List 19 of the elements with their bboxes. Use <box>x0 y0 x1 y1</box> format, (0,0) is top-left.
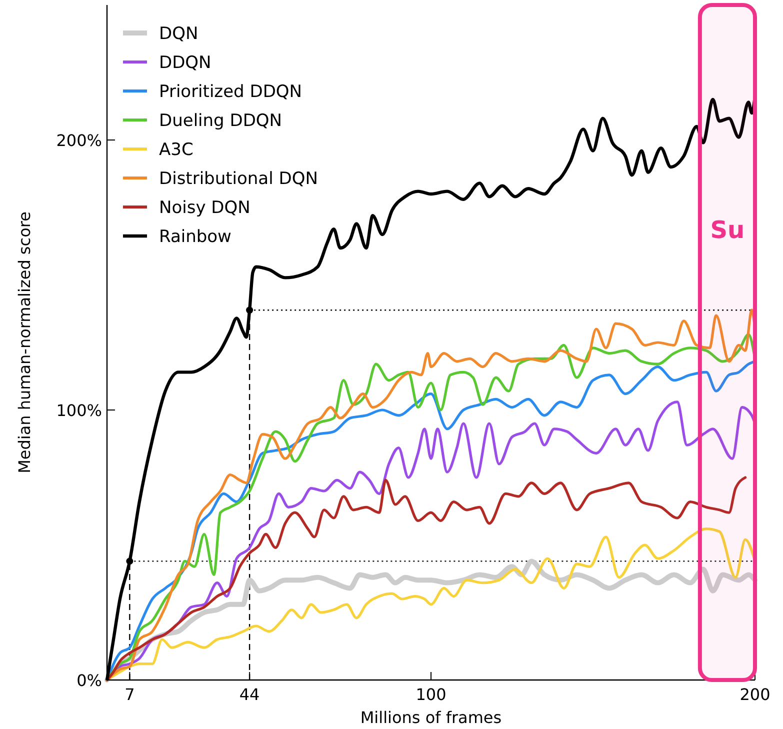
x-tick-label: 100 <box>416 685 446 704</box>
band-label: Su <box>710 216 745 244</box>
x-tick-label: 44 <box>239 685 260 704</box>
y-tick-label: 0% <box>76 671 102 690</box>
legend-label: A3C <box>159 140 194 160</box>
legend-label: Noisy DQN <box>159 198 250 218</box>
y-tick-label: 200% <box>56 131 102 150</box>
x-axis-title: Millions of frames <box>360 708 502 727</box>
legend-label: DDQN <box>159 53 212 73</box>
x-tick-label: 7 <box>124 685 135 704</box>
line-series <box>106 476 747 682</box>
y-tick-label: 100% <box>56 401 102 420</box>
x-tick-label: 200 <box>740 685 770 704</box>
legend-label: Distributional DQN <box>159 169 318 189</box>
legend-label: Rainbow <box>159 227 232 247</box>
legend-label: Prioritized DDQN <box>159 82 302 102</box>
legend-label: Dueling DDQN <box>159 111 282 131</box>
y-axis-title: Median human-normalized score <box>15 212 34 474</box>
legend-label: DQN <box>159 24 198 44</box>
